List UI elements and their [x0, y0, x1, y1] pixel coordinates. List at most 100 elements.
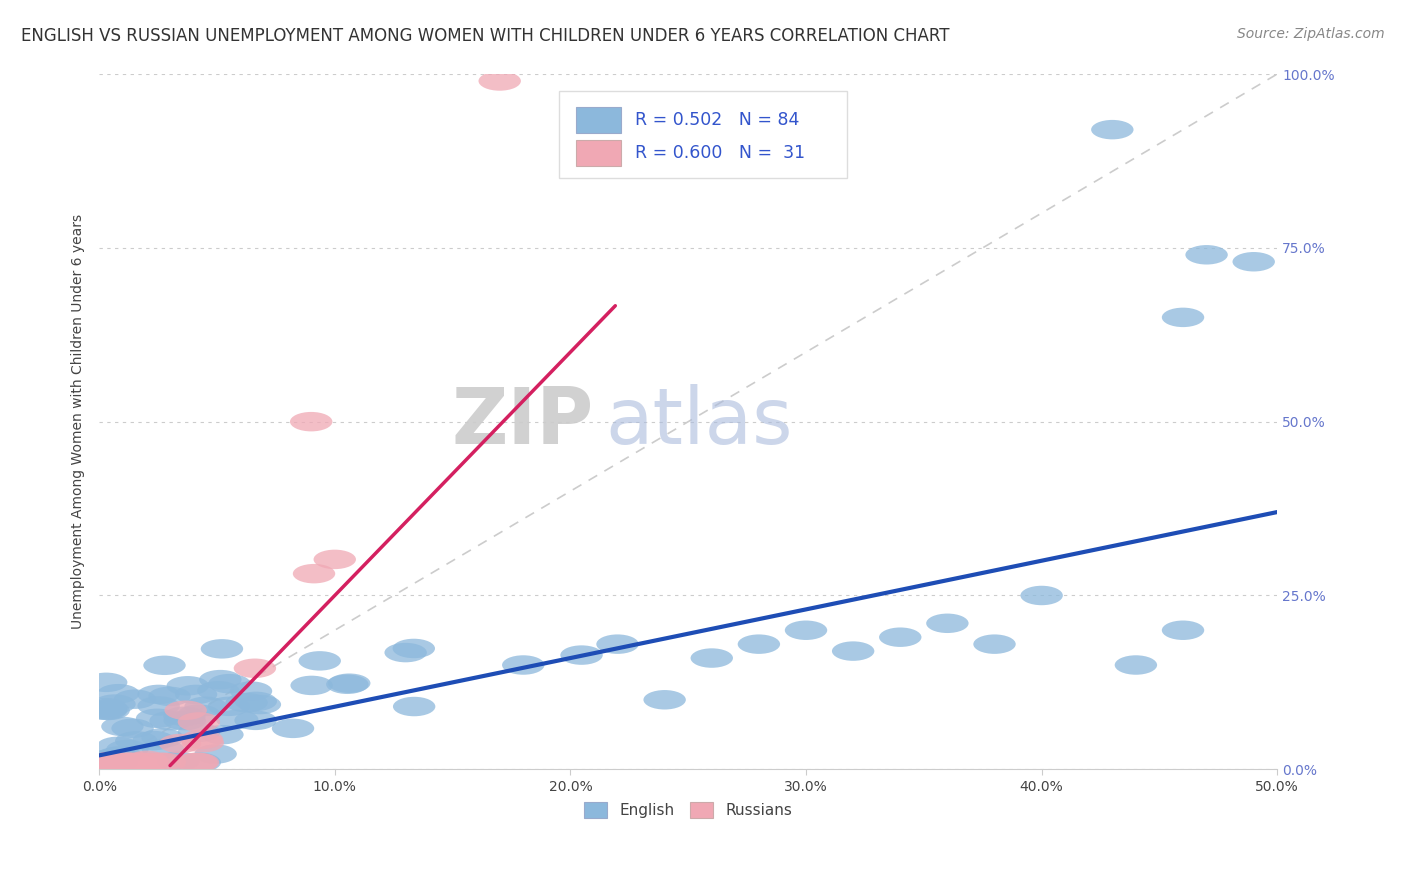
Ellipse shape	[502, 656, 544, 674]
Ellipse shape	[738, 634, 780, 654]
Ellipse shape	[174, 685, 218, 704]
Ellipse shape	[225, 693, 267, 713]
Ellipse shape	[118, 753, 160, 772]
Ellipse shape	[122, 753, 165, 772]
Text: ENGLISH VS RUSSIAN UNEMPLOYMENT AMONG WOMEN WITH CHILDREN UNDER 6 YEARS CORRELAT: ENGLISH VS RUSSIAN UNEMPLOYMENT AMONG WO…	[21, 27, 949, 45]
Ellipse shape	[217, 710, 259, 729]
Text: R = 0.600   N =  31: R = 0.600 N = 31	[636, 145, 806, 162]
Ellipse shape	[596, 634, 638, 654]
Ellipse shape	[177, 705, 221, 724]
Ellipse shape	[326, 674, 368, 694]
FancyBboxPatch shape	[576, 107, 621, 133]
Ellipse shape	[785, 621, 827, 640]
Ellipse shape	[832, 641, 875, 661]
Ellipse shape	[84, 753, 128, 772]
Ellipse shape	[384, 643, 427, 663]
Ellipse shape	[1021, 586, 1063, 605]
Legend: English, Russians: English, Russians	[578, 796, 799, 824]
Text: atlas: atlas	[606, 384, 793, 459]
Ellipse shape	[136, 708, 179, 728]
Ellipse shape	[927, 614, 969, 633]
Ellipse shape	[97, 737, 139, 756]
Ellipse shape	[84, 673, 128, 692]
FancyBboxPatch shape	[558, 91, 848, 178]
Ellipse shape	[165, 700, 207, 720]
Ellipse shape	[1233, 252, 1275, 271]
Ellipse shape	[105, 739, 149, 759]
Ellipse shape	[149, 687, 191, 706]
Ellipse shape	[84, 753, 128, 772]
Ellipse shape	[392, 697, 436, 716]
Ellipse shape	[184, 697, 226, 716]
Ellipse shape	[235, 711, 277, 731]
Ellipse shape	[84, 698, 128, 717]
Ellipse shape	[87, 701, 129, 720]
Ellipse shape	[1185, 245, 1227, 265]
Ellipse shape	[110, 753, 152, 772]
Ellipse shape	[143, 656, 186, 675]
Ellipse shape	[115, 731, 157, 750]
Ellipse shape	[181, 730, 224, 749]
Ellipse shape	[143, 753, 186, 772]
Ellipse shape	[142, 728, 184, 747]
Ellipse shape	[879, 627, 921, 647]
Ellipse shape	[163, 706, 205, 726]
Ellipse shape	[314, 549, 356, 569]
Ellipse shape	[176, 753, 218, 772]
Ellipse shape	[142, 739, 184, 759]
Ellipse shape	[271, 719, 314, 738]
Ellipse shape	[290, 412, 332, 432]
Ellipse shape	[197, 681, 239, 700]
Ellipse shape	[239, 695, 281, 714]
Ellipse shape	[108, 753, 150, 772]
Ellipse shape	[138, 685, 180, 704]
Ellipse shape	[1161, 308, 1204, 327]
Ellipse shape	[101, 716, 143, 736]
Ellipse shape	[561, 645, 603, 665]
Ellipse shape	[1161, 621, 1204, 640]
Ellipse shape	[84, 753, 128, 772]
Ellipse shape	[91, 753, 135, 772]
Ellipse shape	[166, 676, 209, 696]
Ellipse shape	[644, 690, 686, 709]
Ellipse shape	[132, 731, 174, 750]
Ellipse shape	[127, 753, 170, 772]
Ellipse shape	[208, 674, 250, 693]
Ellipse shape	[179, 753, 221, 772]
Ellipse shape	[93, 753, 135, 772]
Ellipse shape	[1115, 656, 1157, 674]
Ellipse shape	[125, 751, 167, 770]
Ellipse shape	[208, 697, 250, 716]
Ellipse shape	[89, 749, 131, 769]
Ellipse shape	[478, 71, 520, 91]
Ellipse shape	[177, 723, 221, 742]
Ellipse shape	[111, 719, 153, 738]
Ellipse shape	[177, 753, 219, 772]
FancyBboxPatch shape	[576, 140, 621, 167]
Ellipse shape	[159, 734, 201, 754]
Ellipse shape	[298, 651, 340, 671]
Ellipse shape	[84, 753, 128, 772]
Ellipse shape	[84, 699, 128, 719]
Ellipse shape	[392, 639, 434, 658]
Ellipse shape	[690, 648, 733, 668]
Ellipse shape	[97, 684, 139, 704]
Y-axis label: Unemployment Among Women with Children Under 6 years: Unemployment Among Women with Children U…	[72, 214, 86, 629]
Ellipse shape	[93, 694, 135, 714]
Ellipse shape	[114, 690, 156, 709]
Ellipse shape	[1091, 120, 1133, 139]
Ellipse shape	[233, 658, 276, 678]
Ellipse shape	[200, 670, 242, 690]
Ellipse shape	[163, 711, 205, 731]
Ellipse shape	[84, 753, 128, 772]
Ellipse shape	[177, 712, 221, 731]
Ellipse shape	[328, 673, 370, 693]
Ellipse shape	[117, 753, 160, 772]
Text: Source: ZipAtlas.com: Source: ZipAtlas.com	[1237, 27, 1385, 41]
Ellipse shape	[98, 753, 141, 772]
Ellipse shape	[100, 746, 142, 765]
Ellipse shape	[235, 691, 277, 711]
Ellipse shape	[105, 753, 148, 772]
Ellipse shape	[292, 564, 335, 583]
Ellipse shape	[181, 733, 224, 752]
